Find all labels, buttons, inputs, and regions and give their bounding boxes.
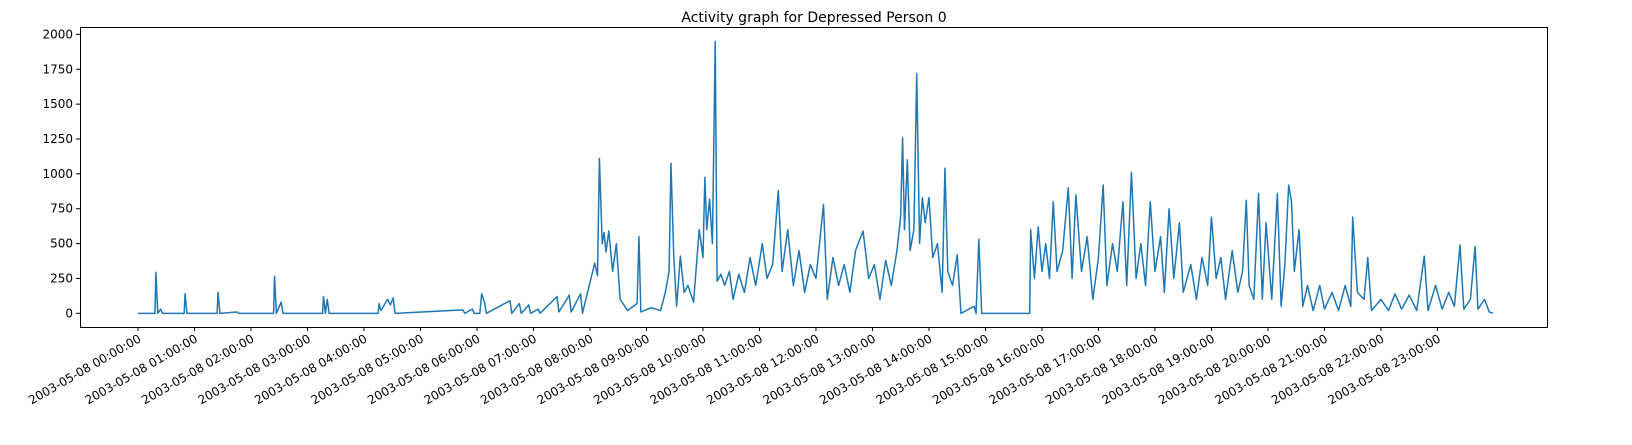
y-tick-label: 500 xyxy=(50,237,73,251)
y-tick-label: 1000 xyxy=(42,167,73,181)
data-line xyxy=(138,40,1494,315)
y-tick-label: 1250 xyxy=(42,132,73,146)
y-tick-label: 750 xyxy=(50,202,73,216)
chart-title: Activity graph for Depressed Person 0 xyxy=(681,10,946,26)
y-tick-label: 0 xyxy=(65,306,73,320)
y-tick-label: 250 xyxy=(50,271,73,285)
y-tick-label: 2000 xyxy=(42,27,73,41)
y-tick-label: 1750 xyxy=(42,62,73,76)
y-tick-label: 1500 xyxy=(42,97,73,111)
axes-frame xyxy=(80,27,1548,328)
